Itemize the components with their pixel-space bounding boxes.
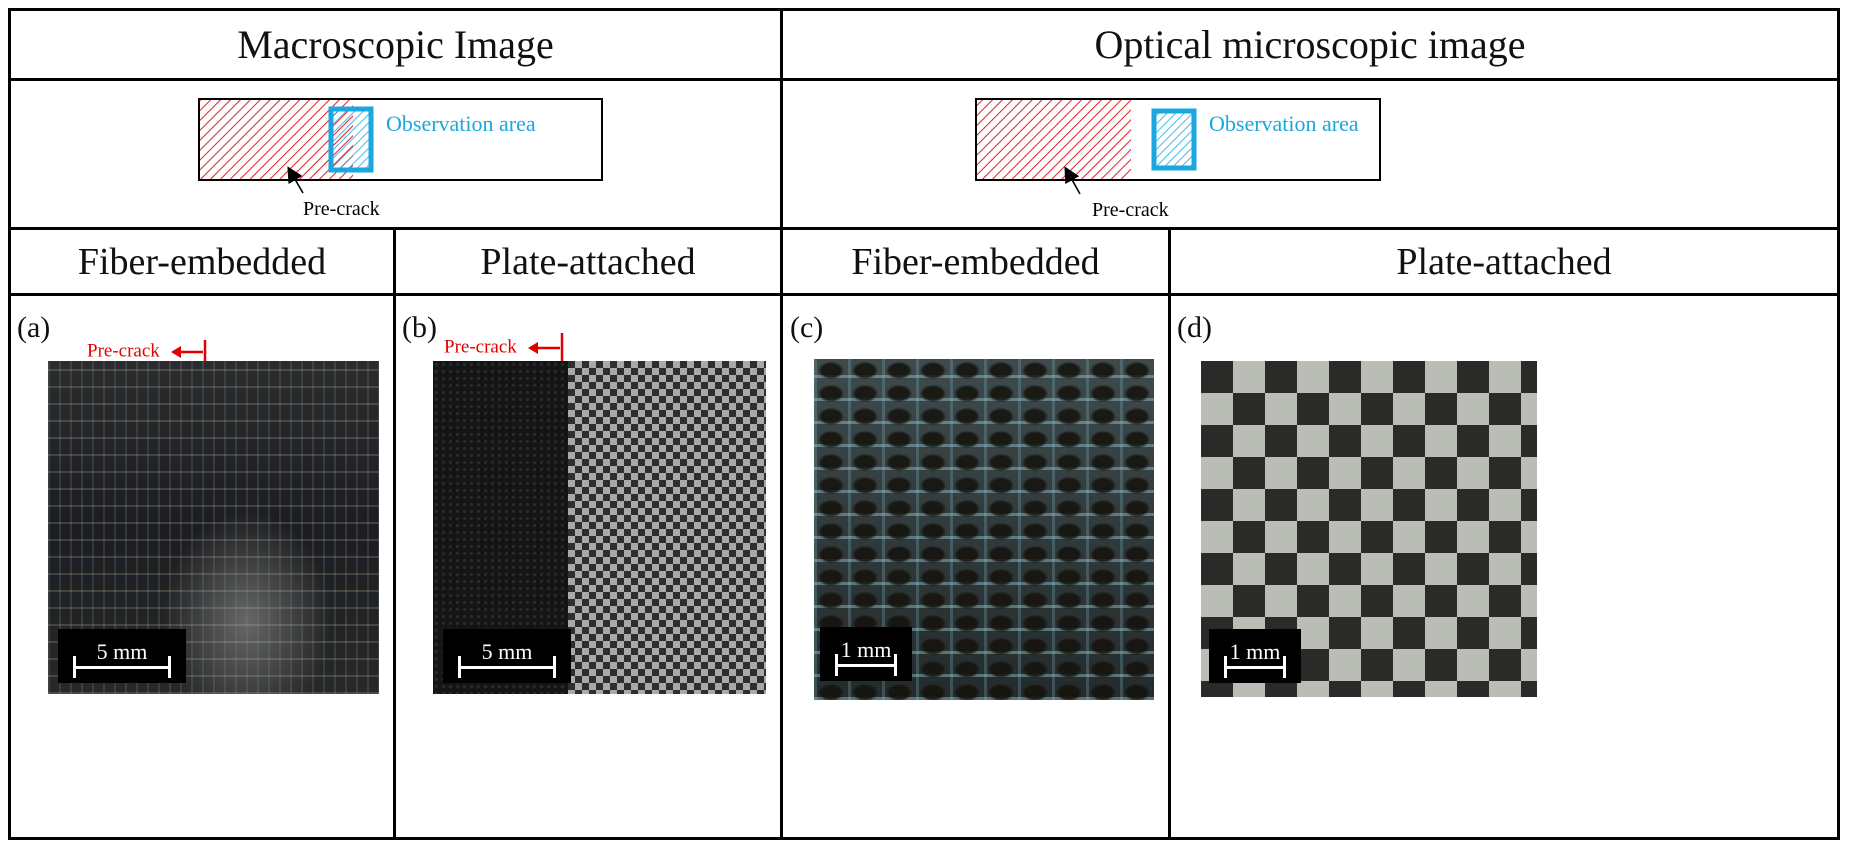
panel-label-c: (c) [790, 311, 824, 344]
photo-macroscopic-plate-attached: 5 mm [433, 361, 766, 694]
header-macroscopic: Macroscopic Image [237, 22, 554, 67]
column-title-fiber-embedded-macro: Fiber-embedded [77, 240, 327, 283]
panel-label-b: (b) [402, 311, 437, 344]
photo-optical-plate-attached: 1 mm [1201, 361, 1537, 697]
observation-area-label: Observation area [386, 111, 536, 136]
observation-area-label: Observation area [1209, 111, 1359, 136]
scale-bar-d: 1 mm [1209, 629, 1301, 683]
specimen-outline [975, 98, 1381, 181]
precrack-text: Pre-crack [87, 340, 160, 362]
arrow-left-icon [527, 333, 563, 364]
column-title-plate-attached-optical: Plate-attached [1396, 240, 1612, 283]
schematic-optical: Observation area Pre-crack [975, 98, 1381, 221]
grid-line [11, 293, 1837, 296]
column-title-fiber-embedded-optical: Fiber-embedded [851, 240, 1100, 283]
precrack-label: Pre-crack [303, 198, 380, 220]
precrack-arrow [1064, 166, 1081, 195]
grid-line [11, 227, 1837, 230]
specimen-outline [198, 98, 603, 181]
precrack-label: Pre-crack [1092, 199, 1169, 221]
observation-area-box [1151, 108, 1197, 171]
photo-macroscopic-fiber-embedded: 5 mm [48, 361, 379, 694]
panel-label-a: (a) [17, 311, 51, 344]
grid-line [780, 11, 783, 837]
figure-table: Macroscopic Image Optical microscopic im… [8, 8, 1840, 840]
scale-bar-c: 1 mm [820, 627, 912, 681]
column-title-plate-attached-macro: Plate-attached [480, 240, 696, 283]
photo-optical-fiber-embedded: 1 mm [814, 359, 1154, 700]
precrack-arrow [287, 166, 304, 194]
schematic-macroscopic: Observation area Pre-crack [198, 98, 603, 220]
grid-line [1168, 227, 1171, 837]
precrack-hatched-region [200, 100, 353, 179]
precrack-text: Pre-crack [444, 336, 517, 358]
scale-bar-b: 5 mm [443, 629, 571, 683]
observation-area-box [328, 106, 374, 173]
header-optical: Optical microscopic image [1094, 22, 1526, 67]
precrack-hatched-region [977, 100, 1131, 179]
scale-bar-a: 5 mm [58, 629, 186, 683]
grid-line [11, 78, 1837, 81]
grid-line [393, 227, 396, 837]
panel-label-d: (d) [1177, 311, 1212, 344]
precrack-marker-b: Pre-crack [444, 331, 570, 365]
woven-plate-zone [568, 361, 766, 694]
